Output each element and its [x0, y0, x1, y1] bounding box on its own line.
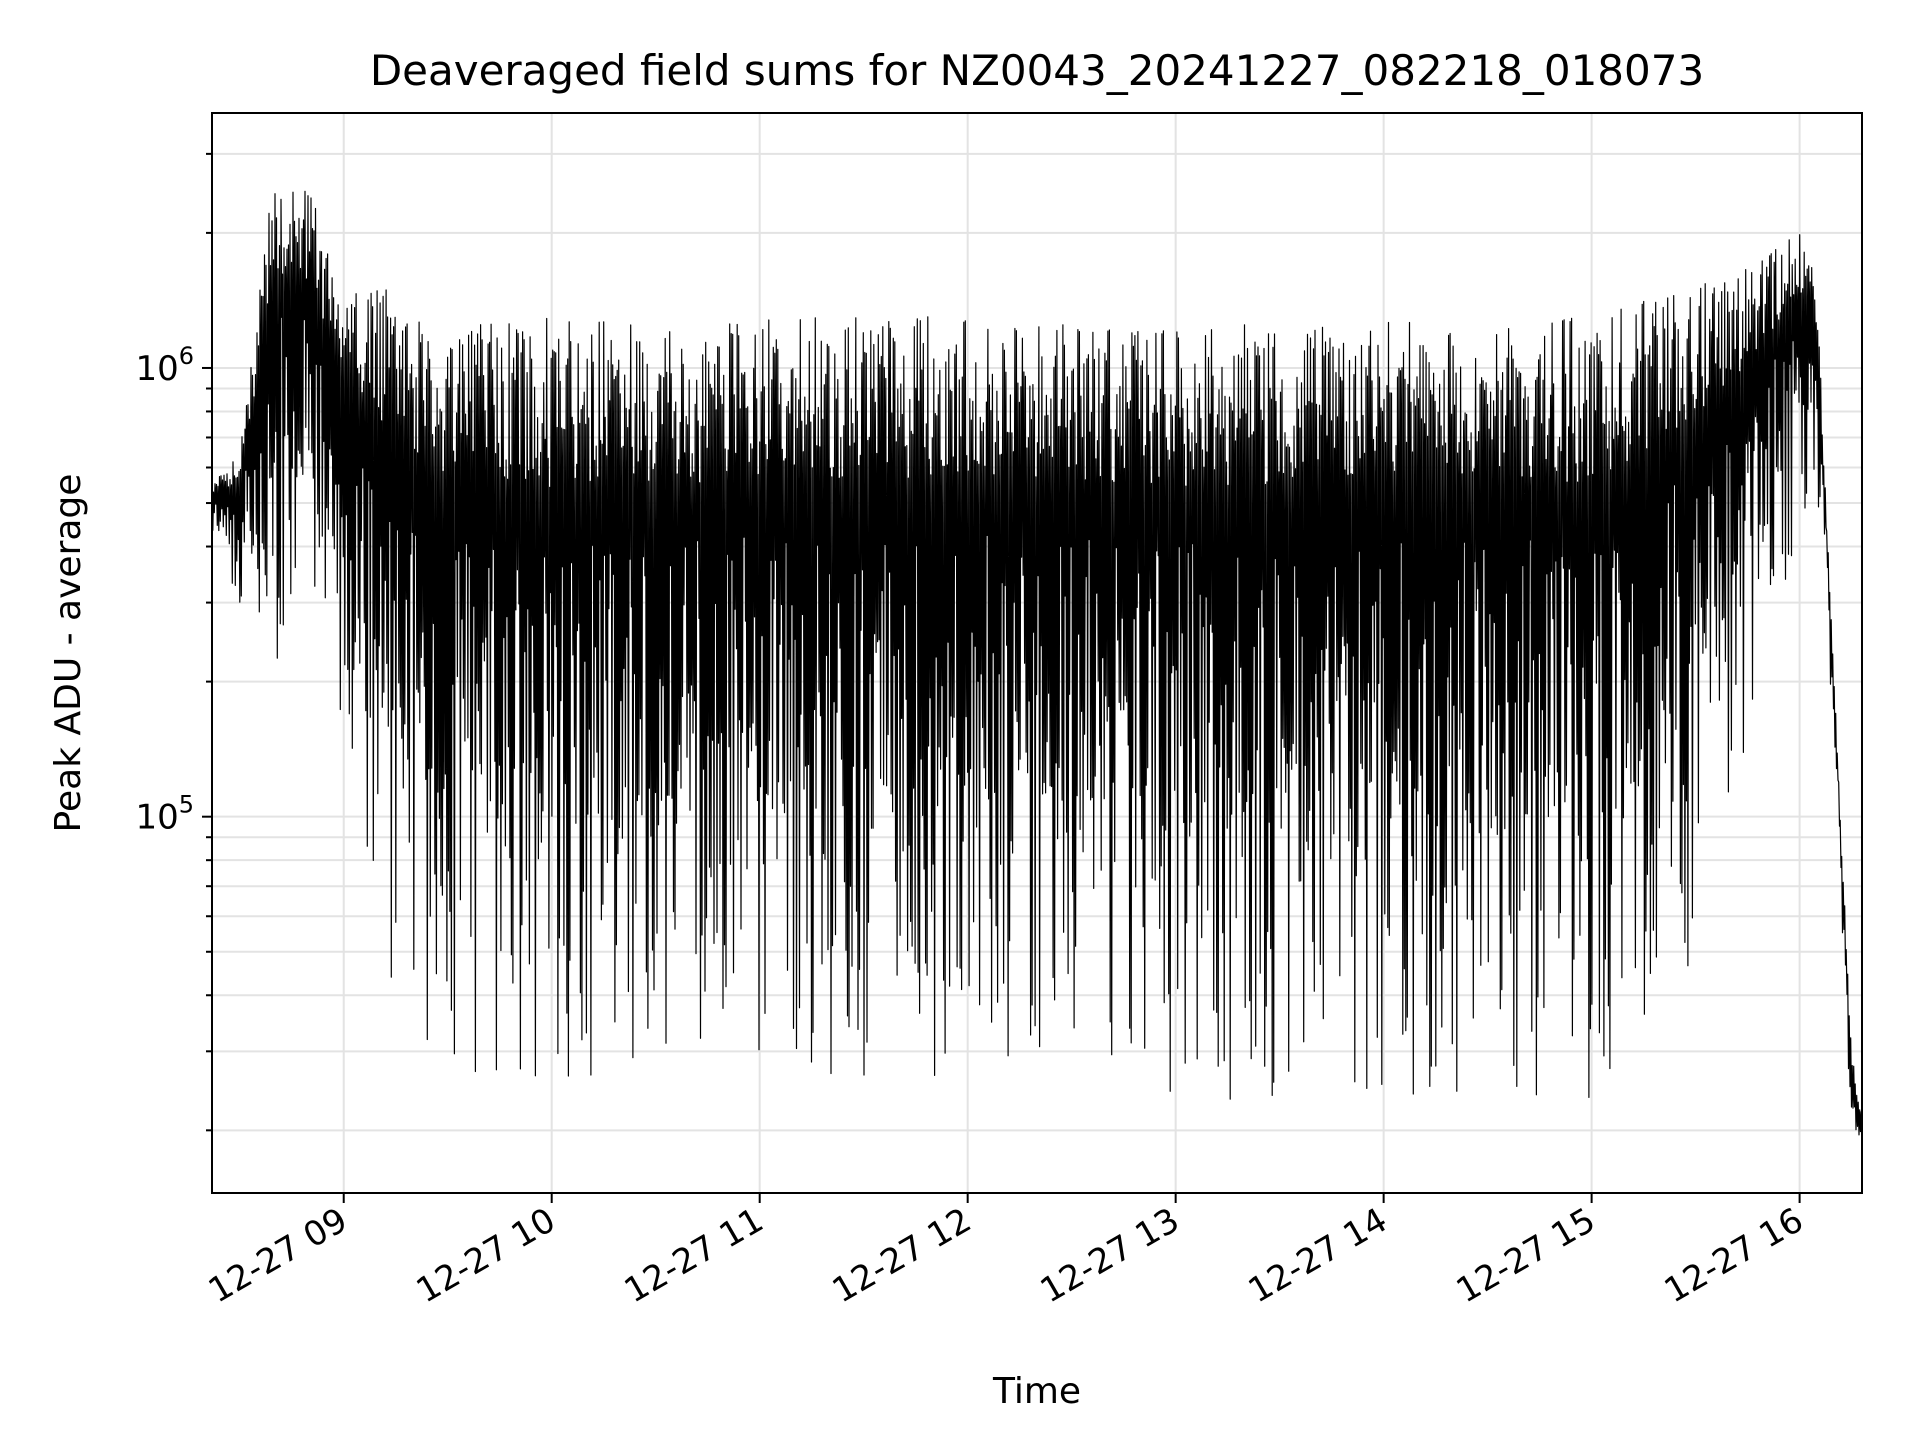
y-tick-exponent: 5: [179, 791, 194, 819]
y-tick-base: 10: [135, 798, 178, 838]
y-axis-label: Peak ADU - average: [48, 474, 89, 833]
chart-title: Deaveraged field sums for NZ0043_2024122…: [370, 46, 1704, 95]
y-tick-base: 10: [135, 349, 178, 389]
series-line: [211, 190, 1863, 1136]
x-axis-label: Time: [992, 1371, 1081, 1412]
plot-frame: [211, 112, 1863, 1194]
y-tick-exponent: 6: [179, 342, 194, 370]
y-tick-label: 105: [135, 791, 194, 838]
y-tick-label: 106: [135, 342, 194, 389]
series-group: [211, 190, 1863, 1136]
